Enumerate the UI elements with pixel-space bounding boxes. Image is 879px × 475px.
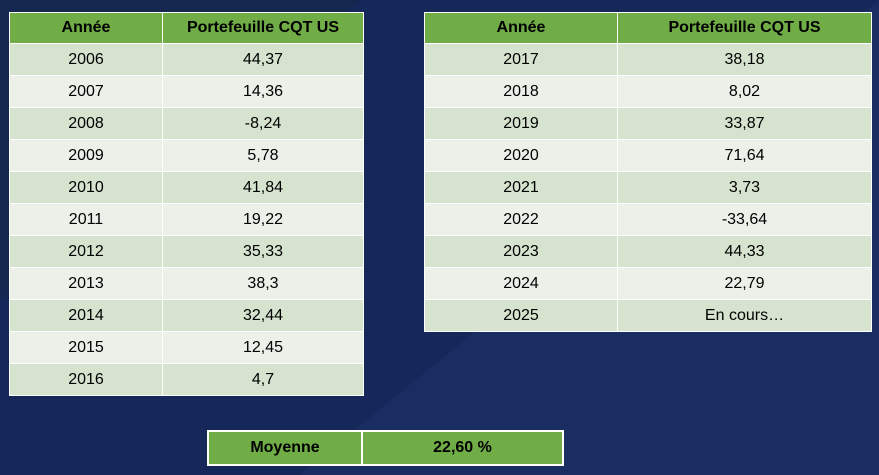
returns-table-2006-2016: Année Portefeuille CQT US 2006 44,37 2007 1… — [9, 12, 364, 396]
table-header-row: Année Portefeuille CQT US — [9, 12, 364, 44]
return-cell: 3,73 — [617, 171, 872, 204]
table-row: 2023 44,33 — [424, 235, 872, 268]
year-cell: 2011 — [9, 203, 163, 236]
column-header-year: Année — [424, 12, 618, 44]
year-cell: 2012 — [9, 235, 163, 268]
return-cell: 5,78 — [162, 139, 364, 172]
table-row: 2007 14,36 — [9, 75, 364, 108]
return-cell: 38,3 — [162, 267, 364, 300]
year-cell: 2009 — [9, 139, 163, 172]
year-cell: 2023 — [424, 235, 618, 268]
table-row: 2012 35,33 — [9, 235, 364, 268]
table-row: 2024 22,79 — [424, 267, 872, 300]
average-summary-table: Moyenne 22,60 % — [207, 430, 564, 466]
table-row: 2006 44,37 — [9, 43, 364, 76]
return-cell: 22,79 — [617, 267, 872, 300]
table-row: 2014 32,44 — [9, 299, 364, 332]
year-cell: 2006 — [9, 43, 163, 76]
year-cell: 2007 — [9, 75, 163, 108]
column-header-year: Année — [9, 12, 163, 44]
return-cell: 41,84 — [162, 171, 364, 204]
return-cell: 14,36 — [162, 75, 364, 108]
return-cell: -8,24 — [162, 107, 364, 140]
table-row: 2015 12,45 — [9, 331, 364, 364]
year-cell: 2017 — [424, 43, 618, 76]
table-row: 2025 En cours… — [424, 299, 872, 332]
year-cell: 2016 — [9, 363, 163, 396]
table-header-row: Année Portefeuille CQT US — [424, 12, 872, 44]
table-body: 2017 38,18 2018 8,02 2019 33,87 2020 71,64 2021 3… — [424, 43, 872, 332]
year-cell: 2021 — [424, 171, 618, 204]
year-cell: 2024 — [424, 267, 618, 300]
table-row: 2011 19,22 — [9, 203, 364, 236]
return-cell: 38,18 — [617, 43, 872, 76]
table-row: 2010 41,84 — [9, 171, 364, 204]
table-row: 2008 -8,24 — [9, 107, 364, 140]
table-row: 2013 38,3 — [9, 267, 364, 300]
average-value: 22,60 % — [361, 430, 564, 466]
table-row: 2009 5,78 — [9, 139, 364, 172]
year-cell: 2018 — [424, 75, 618, 108]
table-body: 2006 44,37 2007 14,36 2008 -8,24 2009 5,78 2010 4… — [9, 43, 364, 396]
year-cell: 2008 — [9, 107, 163, 140]
year-cell: 2010 — [9, 171, 163, 204]
column-header-portfolio: Portefeuille CQT US — [617, 12, 872, 44]
summary-row: Moyenne 22,60 % — [207, 430, 564, 466]
year-cell: 2015 — [9, 331, 163, 364]
year-cell: 2013 — [9, 267, 163, 300]
year-cell: 2025 — [424, 299, 618, 332]
return-cell: 19,22 — [162, 203, 364, 236]
return-cell: 32,44 — [162, 299, 364, 332]
return-cell: 35,33 — [162, 235, 364, 268]
average-label: Moyenne — [207, 430, 363, 466]
return-cell: 12,45 — [162, 331, 364, 364]
table-row: 2021 3,73 — [424, 171, 872, 204]
table-row: 2016 4,7 — [9, 363, 364, 396]
year-cell: 2014 — [9, 299, 163, 332]
returns-table-2017-2025: Année Portefeuille CQT US 2017 38,18 2018 8… — [424, 12, 872, 332]
return-cell: 71,64 — [617, 139, 872, 172]
table-row: 2019 33,87 — [424, 107, 872, 140]
return-cell: 44,33 — [617, 235, 872, 268]
return-cell: -33,64 — [617, 203, 872, 236]
table-row: 2017 38,18 — [424, 43, 872, 76]
return-cell: 8,02 — [617, 75, 872, 108]
year-cell: 2020 — [424, 139, 618, 172]
table-row: 2022 -33,64 — [424, 203, 872, 236]
table-row: 2020 71,64 — [424, 139, 872, 172]
return-cell: 4,7 — [162, 363, 364, 396]
return-cell: En cours… — [617, 299, 872, 332]
return-cell: 44,37 — [162, 43, 364, 76]
table-row: 2018 8,02 — [424, 75, 872, 108]
year-cell: 2022 — [424, 203, 618, 236]
year-cell: 2019 — [424, 107, 618, 140]
return-cell: 33,87 — [617, 107, 872, 140]
column-header-portfolio: Portefeuille CQT US — [162, 12, 364, 44]
